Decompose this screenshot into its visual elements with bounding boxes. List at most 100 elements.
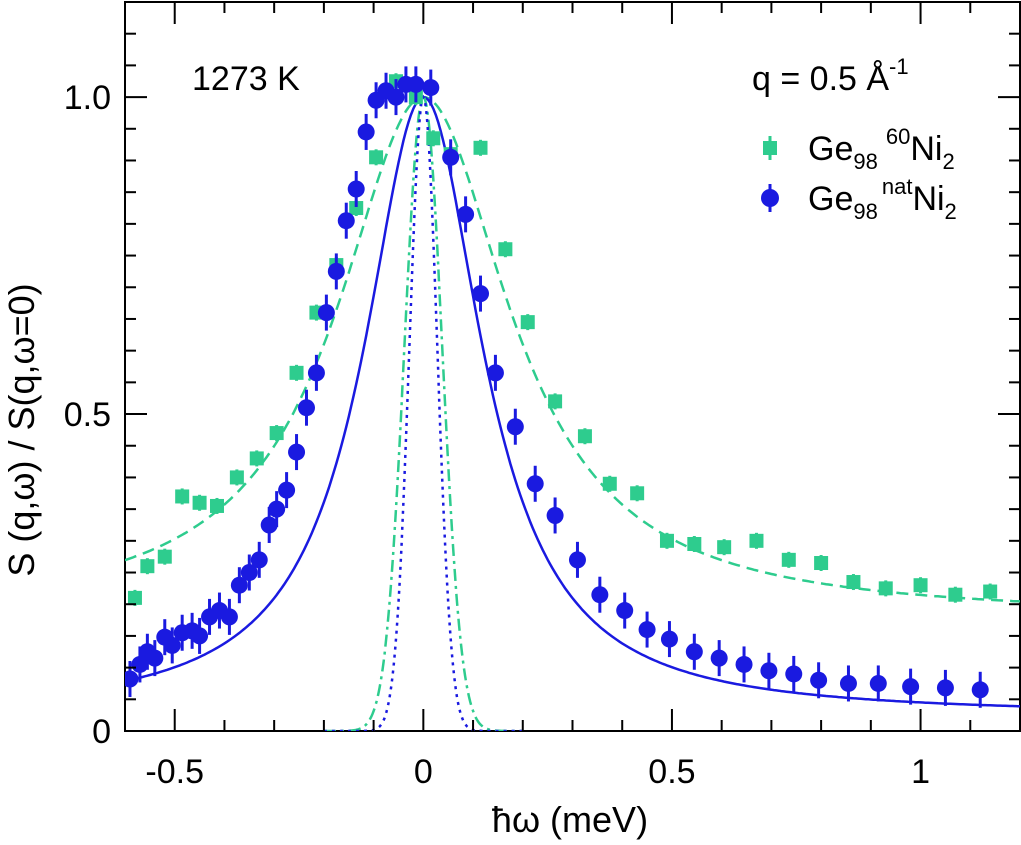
data-point-square <box>878 581 893 596</box>
data-point-circle <box>260 516 278 534</box>
data-point-circle <box>486 364 504 382</box>
y-axis-label: S (q,ω) / S(q,ω=0) <box>1 283 42 576</box>
data-point-square <box>814 556 829 571</box>
data-point-circle <box>278 481 296 499</box>
data-point-circle <box>971 681 989 699</box>
data-point-circle <box>146 649 164 667</box>
data-point-square <box>209 498 224 513</box>
data-point-square <box>659 533 674 548</box>
legend-entry-ge98-60ni2: Ge9860Ni2 <box>763 124 955 174</box>
data-points <box>125 66 998 708</box>
y-tick-label: 1.0 <box>64 79 111 117</box>
data-point-circle <box>546 506 564 524</box>
blue-fit-curve <box>125 95 1020 708</box>
y-tick-label: 0.5 <box>64 396 111 434</box>
fit-curves <box>125 94 1020 731</box>
legend-label-ge98-natni2: Ge98natNi2 <box>808 174 957 224</box>
data-point-circle <box>457 205 475 223</box>
plot-border <box>124 1 1021 732</box>
data-point-circle <box>902 678 920 696</box>
data-point-circle <box>407 75 425 93</box>
data-point-square <box>127 590 142 605</box>
q-value-base: q = 0.5 Å <box>752 60 889 98</box>
data-point-circle <box>317 304 335 322</box>
data-point-square <box>687 536 702 551</box>
q-value-exponent: -1 <box>889 54 909 79</box>
temperature-label: 1273 K <box>192 60 300 98</box>
data-point-square <box>473 140 488 155</box>
data-point-square <box>846 575 861 590</box>
data-point-circle <box>297 399 315 417</box>
green-fit-curve <box>125 95 1020 603</box>
data-point-circle <box>337 212 355 230</box>
data-point-circle <box>230 576 248 594</box>
data-point-circle <box>638 621 656 639</box>
x-tick-label: -0.5 <box>145 753 204 791</box>
data-point-square <box>498 242 513 257</box>
data-point-square <box>749 533 764 548</box>
data-point-square <box>717 540 732 555</box>
data-point-circle <box>685 643 703 661</box>
legend-entry-ge98-natni2: Ge98natNi2 <box>761 174 957 224</box>
data-point-circle <box>288 443 306 461</box>
axis-ticks: -0.5 0 0.5 1 0 0.5 1.0 <box>64 0 1021 791</box>
data-point-square <box>140 559 155 574</box>
data-point-circle <box>442 148 460 166</box>
x-tick-label: 0.5 <box>648 753 695 791</box>
legend: Ge9860Ni2 Ge98natNi2 <box>761 124 957 224</box>
x-axis-label: ħω (meV) <box>492 799 648 840</box>
legend-marker-square <box>763 141 777 155</box>
data-point-circle <box>785 665 803 683</box>
data-point-square <box>229 470 244 485</box>
data-point-circle <box>250 551 268 569</box>
data-point-square <box>602 476 617 491</box>
data-point-circle <box>760 662 778 680</box>
data-point-square <box>577 429 592 444</box>
x-tick-label: 1 <box>911 753 930 791</box>
data-point-square <box>349 201 364 216</box>
data-point-square <box>157 549 172 564</box>
data-point-circle <box>526 475 544 493</box>
data-point-square <box>948 587 963 602</box>
data-point-square <box>289 365 304 380</box>
data-point-square <box>913 578 928 593</box>
data-point-circle <box>357 123 375 141</box>
data-point-circle <box>347 180 365 198</box>
data-point-square <box>175 489 190 504</box>
data-point-circle <box>422 79 440 97</box>
data-point-square <box>192 495 207 510</box>
data-point-square <box>983 584 998 599</box>
data-point-circle <box>506 418 524 436</box>
legend-marker-circle <box>761 189 779 207</box>
data-point-circle <box>936 679 954 697</box>
data-point-circle <box>387 88 405 106</box>
blue-resolution-curve <box>323 94 523 731</box>
q-value-label: q = 0.5 Å-1 <box>752 54 909 98</box>
data-point-circle <box>327 262 345 280</box>
data-point-circle <box>240 564 258 582</box>
data-point-square <box>426 131 441 146</box>
plot-frame <box>124 1 1021 732</box>
data-point-circle <box>131 655 149 673</box>
y-tick-label: 0 <box>92 713 111 751</box>
data-point-circle <box>869 674 887 692</box>
data-point-circle <box>660 630 678 648</box>
data-point-circle <box>125 670 139 688</box>
data-point-square <box>249 451 264 466</box>
data-point-circle <box>735 655 753 673</box>
data-point-circle <box>568 551 586 569</box>
x-tick-label: 0 <box>414 753 433 791</box>
data-point-circle <box>472 285 490 303</box>
data-point-circle <box>591 586 609 604</box>
data-point-square <box>269 426 284 441</box>
data-point-circle <box>191 627 209 645</box>
data-point-square <box>369 150 384 165</box>
data-point-circle <box>220 608 238 626</box>
data-point-square <box>520 315 535 330</box>
data-point-square <box>630 486 645 501</box>
data-point-circle <box>839 674 857 692</box>
data-point-circle <box>163 636 181 654</box>
data-point-circle <box>268 500 286 518</box>
data-point-square <box>548 394 563 409</box>
data-point-square <box>781 552 796 567</box>
